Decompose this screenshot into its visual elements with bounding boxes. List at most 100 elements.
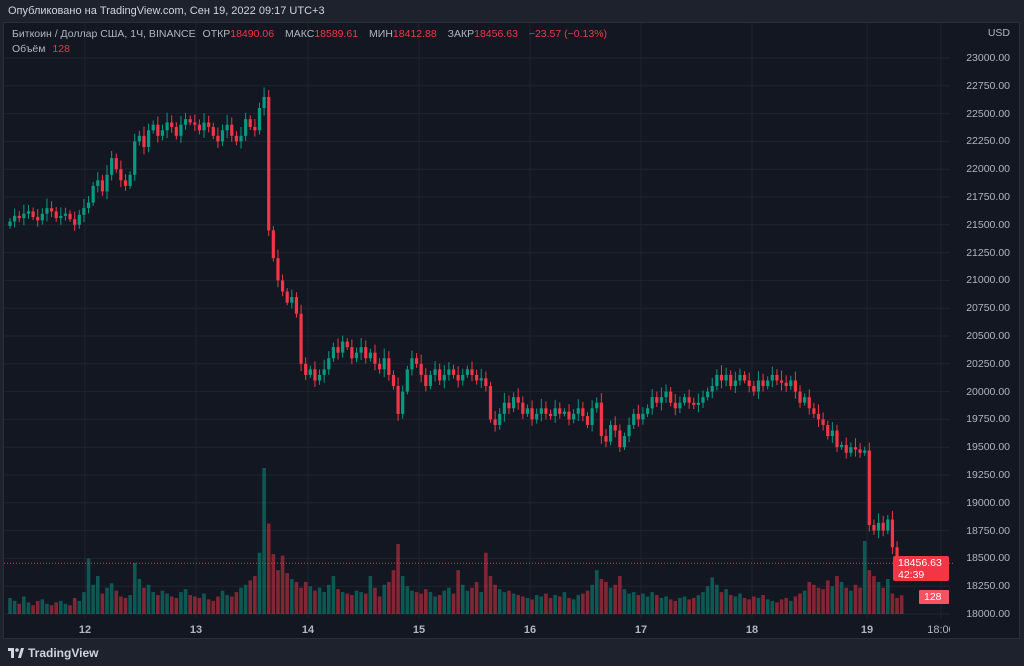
volume-bar <box>613 584 618 614</box>
candle-body <box>359 347 363 353</box>
candle-body <box>160 130 165 136</box>
volume-bar <box>802 590 807 614</box>
candle-body <box>105 174 109 192</box>
volume-bar <box>705 586 710 614</box>
volume-bar <box>77 600 82 614</box>
volume-bar <box>447 587 451 614</box>
volume-bar <box>775 602 779 614</box>
candle-body <box>341 341 345 353</box>
candle-body <box>664 391 668 398</box>
volume-bar <box>655 595 659 614</box>
candle-body <box>262 96 266 109</box>
volume-label[interactable]: Объём <box>12 43 46 55</box>
candle-body <box>853 447 858 450</box>
low-label: МИН <box>369 28 393 40</box>
price-tick-label: 22500.00 <box>966 107 1010 120</box>
volume-bar <box>253 576 257 614</box>
candle-body <box>544 408 548 414</box>
candle-body <box>789 380 793 387</box>
volume-bar <box>571 599 576 614</box>
candle-body <box>317 374 322 381</box>
volume-bar <box>604 581 608 614</box>
candle-body <box>442 374 446 381</box>
candle-body <box>701 397 705 403</box>
open-label: ОТКР <box>202 28 231 40</box>
volume-bar <box>895 597 899 614</box>
candle-body <box>257 108 262 131</box>
candle-body <box>174 126 178 136</box>
currency-label: USD <box>987 27 1010 39</box>
candle-body <box>234 135 238 142</box>
volume-bar <box>590 584 594 614</box>
candle-body <box>650 397 654 409</box>
candle-body <box>613 424 617 431</box>
symbol-title[interactable]: Биткоин / Доллар США, 1Ч, BINANCE <box>12 28 196 40</box>
candle-body <box>738 374 742 381</box>
last-price-badge: 18456.63 42:39 <box>893 556 949 581</box>
candle-body <box>581 408 585 417</box>
price-tick-label: 19750.00 <box>966 413 1010 426</box>
candle-body <box>410 358 414 370</box>
volume-bar <box>710 577 715 614</box>
candle-body <box>54 211 58 219</box>
volume-bar <box>691 597 696 614</box>
price-tick-label: 22000.00 <box>966 163 1010 176</box>
candle-body <box>119 169 123 181</box>
candle-body <box>151 124 155 131</box>
volume-bar <box>59 600 63 614</box>
candle-body <box>68 213 72 220</box>
volume-bar <box>631 592 636 614</box>
volume-bar <box>715 584 719 614</box>
candle-body <box>350 347 354 359</box>
candle-body <box>761 380 765 387</box>
candle-body <box>812 408 816 414</box>
candle-body <box>31 211 35 218</box>
tradingview-logo-icon[interactable] <box>8 648 24 658</box>
candle-body <box>110 158 114 175</box>
volume-bar <box>627 593 631 614</box>
volume-bar <box>511 593 516 614</box>
volume-bar <box>91 584 95 614</box>
volume-bar <box>22 596 26 614</box>
volume-bar <box>276 570 280 614</box>
candle-body <box>876 522 881 531</box>
volume-bar <box>825 580 830 614</box>
volume-bar <box>179 592 183 614</box>
volume-bar <box>701 592 705 614</box>
candle-body <box>378 363 382 370</box>
volume-bar <box>502 592 507 614</box>
volume-bar <box>516 595 520 614</box>
volume-bar <box>156 595 160 614</box>
candle-body <box>590 408 594 425</box>
volume-bar <box>248 580 253 614</box>
candle-body <box>530 408 534 420</box>
volume-bar <box>752 596 756 614</box>
volume-bar <box>303 581 308 614</box>
volume-bar <box>146 584 151 614</box>
candle-body <box>364 347 368 359</box>
candle-body <box>775 374 779 381</box>
candle-body <box>488 386 493 420</box>
candle-body <box>304 363 308 375</box>
volume-bar <box>109 583 114 614</box>
last-price: 18456.63 <box>898 557 942 569</box>
candle-body <box>465 369 469 375</box>
volume-bar <box>165 593 169 614</box>
volume-bar <box>211 600 216 614</box>
volume-bar <box>410 590 414 614</box>
volume-bar <box>345 593 350 614</box>
candle-body <box>428 374 433 387</box>
volume-bar <box>816 587 821 614</box>
volume-bar <box>525 597 530 614</box>
volume-bar <box>114 590 119 614</box>
candle-body <box>133 141 137 175</box>
volume-bar <box>784 597 788 614</box>
volume-bar <box>641 593 645 614</box>
volume-bar <box>465 590 470 614</box>
volume-bar <box>853 584 858 614</box>
candle-body <box>276 258 280 281</box>
volume-bar <box>216 596 220 614</box>
brand-name[interactable]: TradingView <box>28 646 99 660</box>
candle-body <box>475 374 479 381</box>
